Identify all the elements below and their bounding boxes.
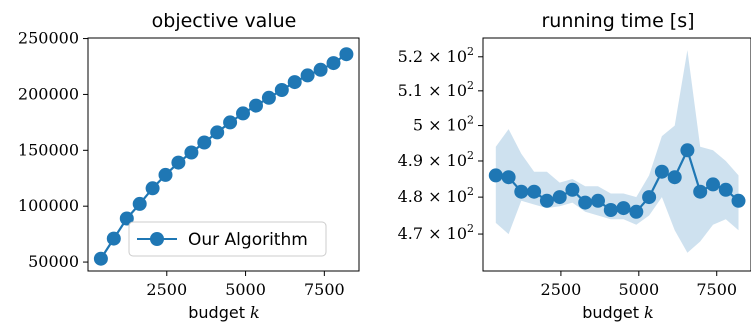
data-point	[274, 83, 289, 97]
data-point	[119, 211, 134, 226]
y-tick-label: 5.2 × 102	[398, 45, 474, 66]
y-tick-label: 4.9 × 102	[398, 149, 474, 170]
x-axis-label: budget k	[188, 303, 260, 322]
y-tick-label: 4.7 × 102	[398, 222, 474, 243]
y-tick-label: 150000	[18, 140, 79, 159]
y-tick-label: 50000	[28, 252, 79, 271]
data-point	[300, 68, 315, 83]
data-point	[236, 106, 250, 121]
plot-frame	[87, 37, 360, 272]
data-point	[654, 164, 669, 179]
data-point	[578, 195, 593, 210]
data-point	[287, 75, 302, 90]
data-point	[527, 184, 542, 199]
data-point	[642, 190, 657, 205]
data-point	[158, 167, 173, 182]
legend-box	[128, 221, 327, 257]
running-time-chart: running time [s] 2500 5000 7500 4.7 × 102 4…	[398, 10, 751, 322]
y-tick-label: 250000	[18, 29, 79, 48]
data-point	[184, 145, 199, 160]
y-tick-label: 5 × 102	[413, 114, 474, 135]
data-point	[210, 125, 225, 140]
y-tick-label: 4.8 × 102	[398, 185, 474, 206]
data-point	[514, 184, 529, 199]
data-point	[132, 196, 147, 211]
data-point	[93, 251, 108, 266]
data-point	[501, 170, 516, 185]
legend-marker	[150, 232, 164, 246]
confidence-band	[495, 50, 739, 253]
data-point	[313, 62, 328, 77]
data-point	[680, 143, 695, 158]
data-point	[249, 98, 263, 113]
data-point	[339, 47, 354, 62]
legend-label: Our Algorithm	[188, 230, 308, 250]
plot-frame	[482, 37, 751, 272]
data-point	[731, 193, 746, 208]
data-point	[223, 115, 238, 130]
chart-title: running time [s]	[541, 10, 694, 32]
data-point	[539, 193, 554, 208]
data-point	[565, 182, 580, 197]
data-point	[106, 231, 121, 246]
data-point	[591, 193, 605, 208]
data-point	[667, 170, 682, 185]
data-point	[326, 56, 341, 71]
x-tick-label: 7500	[304, 280, 345, 299]
chart-title: objective value	[152, 10, 297, 32]
data-point	[145, 181, 160, 196]
data-point	[693, 184, 708, 199]
y-tick-label: 200000	[18, 84, 79, 103]
x-tick-label: 2500	[541, 280, 582, 299]
data-point	[718, 182, 733, 197]
x-tick-label: 5000	[225, 280, 266, 299]
data-point	[261, 90, 276, 105]
y-tick-label: 100000	[18, 196, 79, 215]
x-axis-label: budget k	[582, 303, 654, 322]
data-point	[488, 168, 503, 183]
objective-value-chart: objective value 2500 5000 7500 50000 100000…	[18, 10, 360, 322]
x-tick-label: 5000	[618, 280, 659, 299]
x-tick-label: 7500	[696, 280, 737, 299]
data-point	[603, 203, 618, 217]
data-point	[552, 190, 567, 205]
data-point	[706, 177, 720, 192]
x-tick-label: 2500	[146, 280, 187, 299]
data-point	[197, 135, 212, 150]
legend: Our Algorithm	[128, 221, 327, 257]
data-point	[616, 201, 631, 216]
data-point	[629, 204, 644, 219]
y-tick-label: 5.1 × 102	[398, 79, 474, 100]
data-point	[171, 155, 186, 170]
